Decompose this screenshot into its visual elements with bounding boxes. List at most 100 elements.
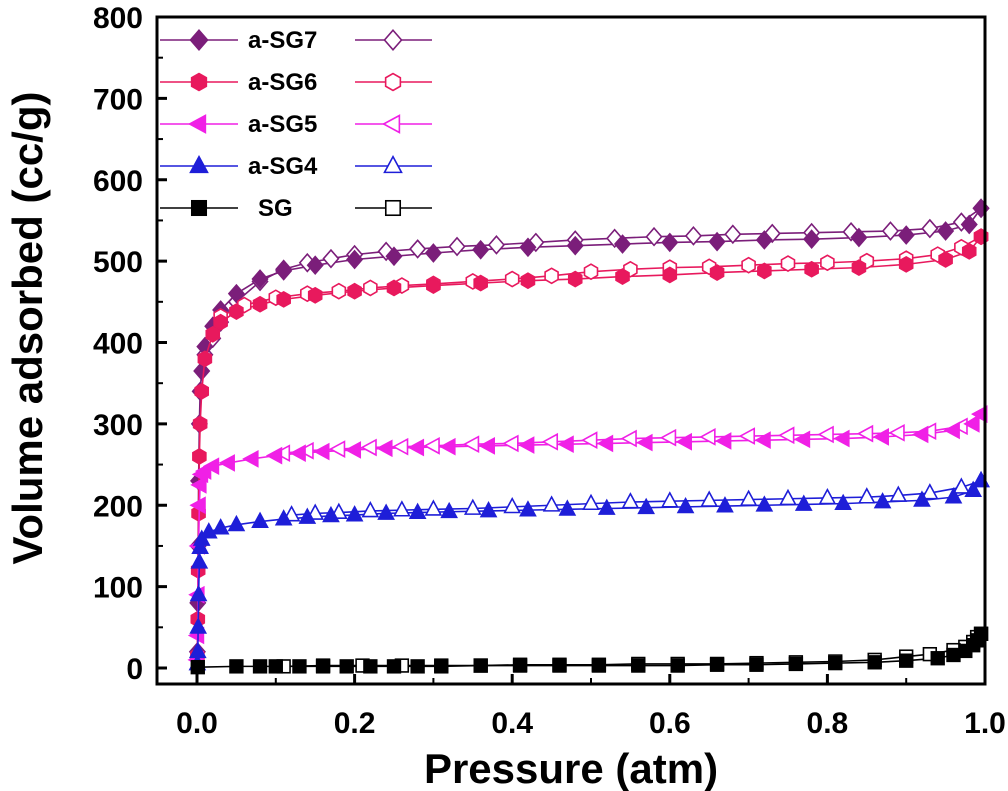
series-a-SG6 <box>190 228 989 665</box>
desorption-point-a-SG4 <box>818 487 837 505</box>
adsorption-point-a-SG5 <box>754 431 771 449</box>
adsorption-point-a-SG4 <box>189 584 208 602</box>
adsorption-point-a-SG6 <box>307 286 323 304</box>
adsorption-point-a-SG6 <box>192 415 208 433</box>
adsorption-point-a-SG7 <box>708 231 726 252</box>
adsorption-point-a-SG7 <box>472 239 490 260</box>
desorption-point-a-SG5 <box>699 428 716 446</box>
adsorption-point-SG <box>339 659 354 674</box>
desorption-point-a-SG5 <box>391 437 409 456</box>
legend-entry-a-SG5: a-SG5 <box>160 111 432 138</box>
adsorption-point-a-SG5 <box>478 437 495 455</box>
legend-marker-filled <box>189 154 209 174</box>
legend-label: a-SG6 <box>248 69 317 96</box>
adsorption-point-SG <box>828 655 843 671</box>
adsorption-point-a-SG6 <box>213 313 228 331</box>
adsorption-point-a-SG7 <box>306 255 324 276</box>
adsorption-point-a-SG5 <box>596 434 614 453</box>
adsorption-point-a-SG5 <box>833 429 850 448</box>
adsorption-point-a-SG5 <box>793 430 811 449</box>
legend-marker-filled <box>190 199 208 217</box>
adsorption-point-a-SG7 <box>803 229 821 249</box>
desorption-point-a-SG5 <box>541 432 559 451</box>
legend-marker-open <box>383 29 403 51</box>
desorption-point-a-SG5 <box>659 428 677 447</box>
y-tick-label: 600 <box>93 165 143 198</box>
desorption-point-a-SG4 <box>361 501 380 518</box>
legend-marker-open <box>381 114 401 134</box>
adsorption-point-a-SG4 <box>191 537 209 554</box>
adsorption-point-a-SG6 <box>567 270 583 288</box>
plot-series <box>187 198 990 675</box>
desorption-point-a-SG4 <box>920 483 939 500</box>
adsorption-point-a-SG5 <box>971 405 988 423</box>
desorption-point-a-SG4 <box>542 495 561 512</box>
desorption-point-a-SG6 <box>363 279 378 297</box>
adsorption-point-a-SG5 <box>289 444 306 463</box>
y-tick-label: 400 <box>93 328 143 361</box>
adsorption-point-a-SG4 <box>345 505 364 522</box>
y-tick-label: 700 <box>93 83 143 116</box>
desorption-point-a-SG7 <box>322 248 340 269</box>
adsorption-point-SG <box>788 656 804 672</box>
adsorption-point-SG <box>552 658 567 673</box>
y-tick-label: 200 <box>93 490 143 523</box>
desorption-point-a-SG5 <box>328 440 346 458</box>
adsorption-point-SG <box>190 660 205 675</box>
desorption-line-a-SG4 <box>291 480 982 516</box>
adsorption-point-SG <box>473 658 488 673</box>
adsorption-point-a-SG6 <box>520 272 536 290</box>
y-tick-label: 800 <box>93 2 143 35</box>
adsorption-point-a-SG6 <box>473 274 488 292</box>
adsorption-point-a-SG4 <box>519 500 537 517</box>
series-SG <box>190 626 989 675</box>
desorption-point-a-SG5 <box>817 425 834 444</box>
adsorption-point-a-SG5 <box>242 450 259 468</box>
desorption-point-a-SG4 <box>621 492 640 509</box>
adsorption-point-a-SG7 <box>937 221 955 241</box>
legend-label: a-SG5 <box>248 111 317 138</box>
desorption-point-a-SG4 <box>582 493 600 511</box>
adsorption-point-a-SG7 <box>519 237 537 258</box>
adsorption-point-a-SG6 <box>961 242 977 260</box>
adsorption-point-a-SG7 <box>661 232 679 253</box>
adsorption-point-a-SG5 <box>218 454 235 472</box>
adsorption-point-a-SG4 <box>251 511 269 528</box>
x-tick-label: 0.8 <box>807 707 849 740</box>
desorption-point-a-SG7 <box>409 239 427 259</box>
desorption-point-a-SG4 <box>424 499 443 516</box>
adsorption-point-a-SG5 <box>636 433 653 452</box>
adsorption-point-SG <box>867 655 882 670</box>
series-a-SG7 <box>188 198 990 662</box>
adsorption-point-a-SG5 <box>189 496 206 515</box>
adsorption-point-a-SG4 <box>322 505 340 523</box>
desorption-point-a-SG6 <box>741 256 756 274</box>
legend-entry-SG: SG <box>160 195 432 222</box>
desorption-point-a-SG4 <box>700 490 719 507</box>
legend-entry-a-SG4: a-SG4 <box>160 153 432 180</box>
adsorption-point-a-SG6 <box>205 325 221 343</box>
adsorption-point-a-SG7 <box>227 283 245 304</box>
desorption-point-a-SG4 <box>393 500 411 517</box>
adsorption-point-SG <box>252 659 268 674</box>
adsorption-point-a-SG4 <box>913 490 931 507</box>
desorption-point-a-SG5 <box>297 441 314 460</box>
adsorption-point-a-SG4 <box>189 617 208 634</box>
adsorption-point-SG <box>512 658 528 673</box>
adsorption-point-a-SG4 <box>188 641 207 659</box>
adsorption-point-SG <box>292 659 307 674</box>
adsorption-point-a-SG4 <box>558 499 577 516</box>
adsorption-point-a-SG4 <box>794 494 813 511</box>
adsorption-point-a-SG7 <box>275 261 293 281</box>
legend-marker-open <box>384 72 402 92</box>
desorption-point-a-SG7 <box>448 236 466 257</box>
adsorption-point-SG <box>363 659 378 674</box>
adsorption-point-SG <box>229 659 244 674</box>
legend: a-SG7 a-SG6 a-SG5 a-SG4 SG <box>160 27 432 222</box>
legend-marker-filled <box>189 29 209 51</box>
legend-marker-filled <box>187 114 207 134</box>
adsorption-point-a-SG4 <box>190 552 209 569</box>
legend-entry-a-SG7: a-SG7 <box>160 27 432 54</box>
y-axis-ticks: 0 100 200 300 400 500 600 700 800 <box>93 2 167 686</box>
desorption-point-a-SG4 <box>463 498 482 515</box>
